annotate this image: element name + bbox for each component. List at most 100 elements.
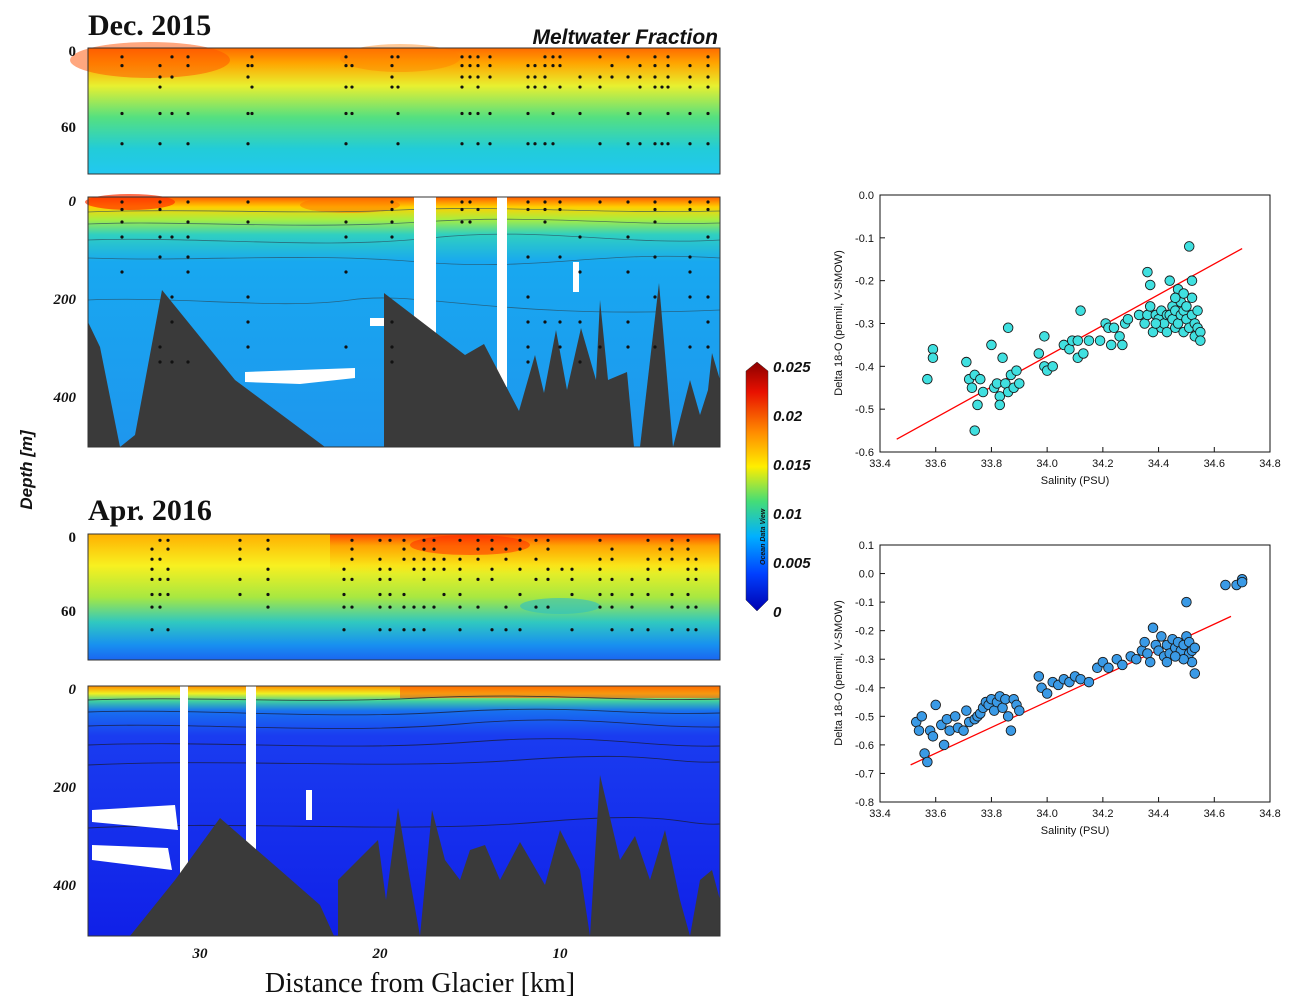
station-dot	[186, 360, 190, 364]
station-dot	[630, 592, 634, 597]
station-dot	[578, 235, 582, 239]
station-dot	[476, 207, 480, 212]
station-dot	[543, 220, 547, 224]
x-tick-label: 33.6	[925, 458, 946, 470]
station-dot	[653, 64, 657, 68]
station-dot	[166, 538, 170, 542]
station-dot	[238, 557, 242, 561]
station-dot	[570, 628, 574, 632]
station-dot	[526, 295, 530, 299]
bathymetry	[590, 775, 690, 936]
x-tick-label: 33.4	[869, 808, 890, 820]
station-dot	[504, 557, 508, 561]
station-dot	[686, 592, 690, 597]
station-dot	[344, 220, 348, 224]
x-tick-label: 34.6	[1204, 808, 1225, 820]
tick-label: 20	[372, 946, 389, 962]
data-point	[1005, 725, 1017, 736]
station-dot	[558, 320, 562, 324]
station-dot	[666, 55, 670, 59]
station-dot	[646, 628, 650, 632]
station-dot	[686, 557, 690, 561]
station-dot	[468, 75, 472, 79]
station-dot	[598, 605, 602, 609]
station-dot	[246, 200, 250, 204]
data-point	[1236, 576, 1248, 588]
station-dot	[490, 547, 494, 551]
odv-label: Ocean Data View	[760, 508, 767, 565]
station-dot	[646, 592, 650, 597]
station-dot	[458, 592, 462, 597]
station-dot	[158, 142, 162, 146]
station-dot	[460, 75, 464, 79]
y-tick-label: -0.3	[855, 654, 874, 666]
bathymetry	[338, 808, 420, 936]
station-dot	[694, 557, 698, 561]
station-dot	[626, 200, 630, 204]
station-dot	[558, 200, 562, 204]
colorbar-tick: 0.025	[773, 359, 811, 376]
station-dot	[412, 605, 416, 609]
station-dot	[653, 295, 657, 299]
station-dot	[238, 547, 242, 551]
station-dot	[543, 75, 547, 79]
station-dot	[598, 142, 602, 146]
station-dot	[238, 577, 242, 581]
station-dot	[543, 55, 547, 59]
station-dot	[342, 605, 346, 609]
station-dots	[120, 55, 710, 146]
y-tick-label: -0.6	[855, 447, 874, 459]
station-dot	[476, 85, 480, 89]
station-dot	[626, 111, 630, 116]
station-dot	[666, 142, 670, 146]
station-dot	[686, 577, 690, 581]
station-dot	[578, 360, 582, 364]
station-dot	[158, 577, 162, 581]
station-dot	[396, 55, 400, 59]
station-dot	[534, 577, 538, 581]
station-dot	[666, 64, 670, 68]
station-dot	[543, 64, 547, 68]
data-point	[922, 373, 933, 385]
apr-full-panel	[87, 685, 721, 937]
data-point	[1178, 288, 1189, 299]
station-dot	[686, 547, 690, 551]
station-dot	[706, 295, 710, 299]
station-dot	[396, 85, 400, 89]
station-dot	[706, 345, 710, 349]
data-point	[1002, 711, 1014, 722]
station-dot	[396, 142, 400, 146]
x-tick-label: 34.8	[1259, 808, 1280, 820]
station-dot	[390, 200, 394, 204]
station-dot	[120, 200, 124, 204]
x-axis-label: Salinity (PSU)	[1041, 475, 1109, 487]
y-tick-label: -0.1	[855, 597, 874, 609]
station-dot	[350, 111, 354, 116]
station-dot	[526, 111, 530, 116]
station-dot	[460, 111, 464, 116]
station-dot	[526, 255, 530, 259]
station-dot	[170, 235, 174, 239]
station-dot	[238, 538, 242, 542]
station-dot	[186, 142, 190, 146]
station-dot	[694, 567, 698, 571]
station-dot	[518, 628, 522, 632]
station-dot	[670, 557, 674, 561]
station-dot	[670, 538, 674, 542]
station-dots	[120, 200, 710, 364]
station-dot	[490, 567, 494, 571]
station-dot	[706, 55, 710, 59]
station-dot	[653, 200, 657, 204]
station-dot	[350, 577, 354, 581]
data-point	[969, 425, 980, 436]
station-dot	[526, 345, 530, 349]
station-dot	[546, 567, 550, 571]
station-dot	[120, 111, 124, 116]
station-dot	[526, 320, 530, 324]
station-dot	[543, 200, 547, 204]
station-dot	[558, 345, 562, 349]
station-dot	[476, 64, 480, 68]
station-dot	[518, 592, 522, 597]
station-dot	[653, 85, 657, 89]
y-tick-label: -0.4	[855, 361, 874, 373]
